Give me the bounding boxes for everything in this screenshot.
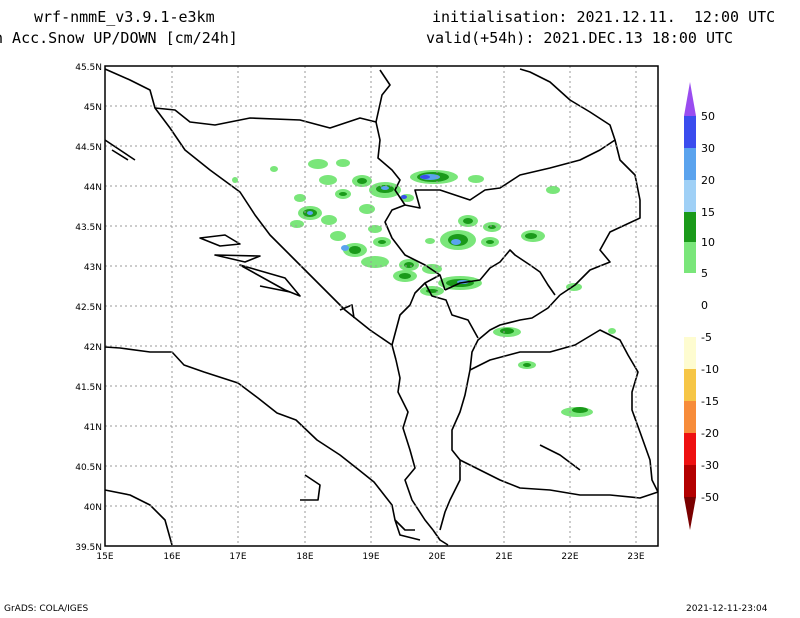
colorbar-label: -5 xyxy=(701,331,712,344)
lat-label: 42N xyxy=(84,343,102,353)
lat-label: 44.5N xyxy=(75,143,102,153)
colorbar-label: -50 xyxy=(701,491,719,504)
colorbar-label: 10 xyxy=(701,236,715,249)
lon-label: 18E xyxy=(296,552,313,562)
colorbar-label: 15 xyxy=(701,206,715,219)
lat-label: 42.5N xyxy=(75,303,102,313)
lat-label: 40N xyxy=(84,503,102,513)
colorbar: 50 30 20 15 10 5 0 -5 -10 -15 -20 -30 -5… xyxy=(684,82,719,530)
render-timestamp: 2021-12-11-23:04 xyxy=(686,604,768,614)
lat-label: 45N xyxy=(84,103,102,113)
colorbar-label: -30 xyxy=(701,459,719,472)
colorbar-label: 0 xyxy=(701,299,708,312)
product-title: n Acc.Snow UP/DOWN [cm/24h] xyxy=(0,29,238,47)
colorbar-label: -15 xyxy=(701,395,719,408)
lat-label: 41.5N xyxy=(75,383,102,393)
map-frame xyxy=(104,65,659,547)
gridlines xyxy=(105,66,658,546)
colorbar-swatch xyxy=(684,242,696,273)
colorbar-swatch xyxy=(684,273,696,337)
colorbar-swatch xyxy=(684,212,696,242)
colorbar-label: 5 xyxy=(701,267,708,280)
coastlines-and-borders xyxy=(104,68,659,546)
colorbar-swatch xyxy=(684,401,696,433)
latitude-labels: 45.5N 45N 44.5N 44N 43.5N 43N 42.5N 42N … xyxy=(75,63,102,553)
lon-label: 22E xyxy=(561,552,578,562)
initialisation-time: initialisation: 2021.12.11. 12:00 UTC xyxy=(432,8,776,26)
grads-credit: GrADS: COLA/IGES xyxy=(4,604,89,614)
lon-label: 21E xyxy=(495,552,512,562)
colorbar-swatch xyxy=(684,465,696,497)
colorbar-top-arrow xyxy=(684,82,696,116)
model-name: wrf-nmmE_v3.9.1-e3km xyxy=(34,8,215,26)
snow-field xyxy=(232,159,616,417)
lon-label: 20E xyxy=(428,552,445,562)
valid-time: valid(+54h): 2021.DEC.13 18:00 UTC xyxy=(426,29,734,47)
lon-label: 23E xyxy=(627,552,644,562)
colorbar-label: -10 xyxy=(701,363,719,376)
colorbar-swatch xyxy=(684,433,696,465)
colorbar-label: -20 xyxy=(701,427,719,440)
lat-label: 45.5N xyxy=(75,63,102,73)
colorbar-bottom-arrow xyxy=(684,497,696,530)
colorbar-label: 30 xyxy=(701,142,715,155)
lat-label: 41N xyxy=(84,423,102,433)
longitude-labels: 15E 16E 17E 18E 19E 20E 21E 22E 23E xyxy=(96,552,644,562)
lat-label: 43.5N xyxy=(75,223,102,233)
lon-label: 17E xyxy=(229,552,246,562)
lat-label: 39.5N xyxy=(75,543,102,553)
colorbar-label: 50 xyxy=(701,110,715,123)
lat-label: 40.5N xyxy=(75,463,102,473)
colorbar-label: 20 xyxy=(701,174,715,187)
lat-label: 44N xyxy=(84,183,102,193)
colorbar-swatch xyxy=(684,369,696,401)
lon-label: 19E xyxy=(362,552,379,562)
lat-label: 43N xyxy=(84,263,102,273)
colorbar-swatch xyxy=(684,148,696,180)
colorbar-swatch xyxy=(684,116,696,148)
lon-label: 15E xyxy=(96,552,113,562)
colorbar-swatch xyxy=(684,180,696,212)
lon-label: 16E xyxy=(163,552,180,562)
colorbar-swatch xyxy=(684,337,696,369)
